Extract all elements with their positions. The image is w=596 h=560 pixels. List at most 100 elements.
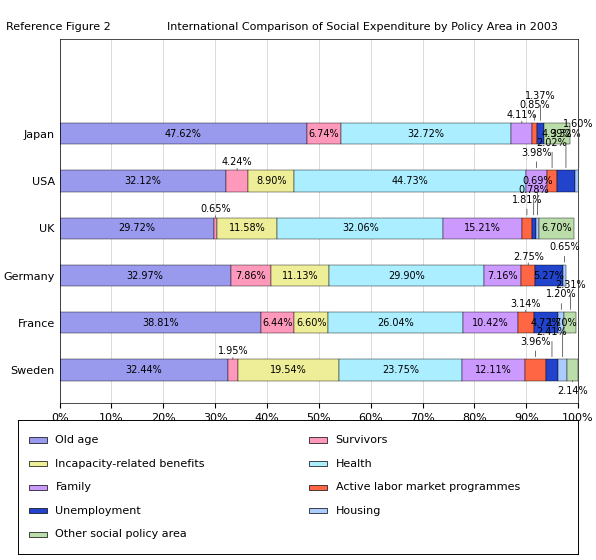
Text: Old age: Old age (55, 435, 99, 445)
Text: 6.60%: 6.60% (296, 318, 327, 328)
Text: Family: Family (55, 482, 91, 492)
Text: 32.97%: 32.97% (126, 270, 163, 281)
Text: 38.81%: 38.81% (142, 318, 179, 328)
Bar (462, 360, 525, 381)
Text: 10.42%: 10.42% (472, 318, 509, 328)
Bar (539, 218, 574, 239)
Bar (443, 218, 522, 239)
Bar (228, 360, 238, 381)
Bar (547, 170, 557, 192)
FancyBboxPatch shape (309, 461, 327, 466)
Text: 47.62%: 47.62% (164, 129, 201, 139)
Bar (575, 170, 583, 192)
FancyBboxPatch shape (29, 508, 47, 514)
Text: 6.74%: 6.74% (309, 129, 339, 139)
Bar (546, 360, 558, 381)
Text: 2.14%: 2.14% (557, 386, 588, 396)
Text: 44.73%: 44.73% (392, 176, 429, 186)
Text: 2.41%: 2.41% (536, 327, 567, 337)
Bar (226, 170, 248, 192)
Text: 1.95%: 1.95% (218, 346, 248, 356)
Text: 4.72%: 4.72% (530, 318, 561, 328)
FancyBboxPatch shape (29, 461, 47, 466)
Text: 1.20%: 1.20% (546, 290, 577, 300)
Text: 6.70%: 6.70% (541, 223, 572, 234)
Text: 0.65%: 0.65% (200, 204, 231, 214)
Text: 4.11%: 4.11% (507, 110, 537, 120)
FancyBboxPatch shape (309, 484, 327, 490)
Bar (567, 360, 578, 381)
Bar (60, 312, 261, 333)
Bar (231, 265, 271, 286)
Text: Health: Health (336, 459, 372, 469)
Bar (328, 312, 464, 333)
Text: 15.21%: 15.21% (464, 223, 501, 234)
Text: 32.12%: 32.12% (125, 176, 162, 186)
Text: 2.75%: 2.75% (513, 251, 544, 262)
Bar (60, 123, 306, 144)
Text: International Comparison of Social Expenditure by Policy Area in 2003: International Comparison of Social Expen… (167, 22, 558, 32)
Text: 19.54%: 19.54% (270, 365, 307, 375)
Text: Survivors: Survivors (336, 435, 388, 445)
Bar (511, 123, 532, 144)
Bar (329, 265, 484, 286)
Text: 5.27%: 5.27% (533, 270, 564, 281)
Bar (525, 360, 546, 381)
Text: 0.65%: 0.65% (549, 242, 580, 252)
Text: Unemployment: Unemployment (55, 506, 141, 516)
Text: 7.16%: 7.16% (488, 270, 518, 281)
Text: 3.32%: 3.32% (551, 129, 581, 139)
Text: Other social policy area: Other social policy area (55, 529, 187, 539)
Text: 0.78%: 0.78% (519, 185, 549, 195)
Text: 8.90%: 8.90% (256, 176, 287, 186)
Bar (558, 312, 564, 333)
Bar (557, 170, 575, 192)
Bar (277, 218, 443, 239)
Text: 0.69%: 0.69% (522, 176, 552, 186)
Bar (535, 265, 563, 286)
Bar (248, 170, 294, 192)
Text: 11.13%: 11.13% (282, 270, 318, 281)
Text: Reference Figure 2: Reference Figure 2 (6, 22, 111, 32)
Text: 2.31%: 2.31% (555, 280, 586, 290)
Bar (521, 265, 535, 286)
Bar (534, 312, 558, 333)
Text: Incapacity-related benefits: Incapacity-related benefits (55, 459, 205, 469)
Bar (563, 265, 566, 286)
Bar (537, 123, 544, 144)
Bar (526, 170, 547, 192)
Text: 6.44%: 6.44% (262, 318, 293, 328)
Text: 32.06%: 32.06% (342, 223, 378, 234)
Bar (342, 123, 511, 144)
Bar (294, 312, 328, 333)
Bar (261, 312, 294, 333)
Text: 1.37%: 1.37% (525, 91, 555, 101)
Bar (217, 218, 277, 239)
Bar (60, 265, 231, 286)
Text: 11.58%: 11.58% (229, 223, 265, 234)
Bar (517, 312, 534, 333)
FancyBboxPatch shape (29, 437, 47, 443)
Text: 7.86%: 7.86% (235, 270, 266, 281)
FancyBboxPatch shape (29, 531, 47, 537)
FancyBboxPatch shape (309, 508, 327, 514)
Text: 32.44%: 32.44% (125, 365, 162, 375)
Bar (532, 123, 537, 144)
Text: 3.14%: 3.14% (510, 299, 541, 309)
Text: 26.04%: 26.04% (378, 318, 414, 328)
Text: Active labor market programmes: Active labor market programmes (336, 482, 520, 492)
FancyBboxPatch shape (29, 484, 47, 490)
Text: 29.90%: 29.90% (388, 270, 425, 281)
Bar (464, 312, 517, 333)
Bar (564, 312, 576, 333)
Bar (294, 170, 526, 192)
Bar (532, 218, 536, 239)
Text: 2.02%: 2.02% (537, 138, 567, 148)
Text: 1.81%: 1.81% (512, 195, 542, 205)
Text: 0.85%: 0.85% (519, 100, 550, 110)
Text: 12.11%: 12.11% (476, 365, 512, 375)
Text: 32.72%: 32.72% (408, 129, 445, 139)
Bar (271, 265, 329, 286)
Text: 3.98%: 3.98% (522, 148, 552, 157)
Bar (238, 360, 339, 381)
